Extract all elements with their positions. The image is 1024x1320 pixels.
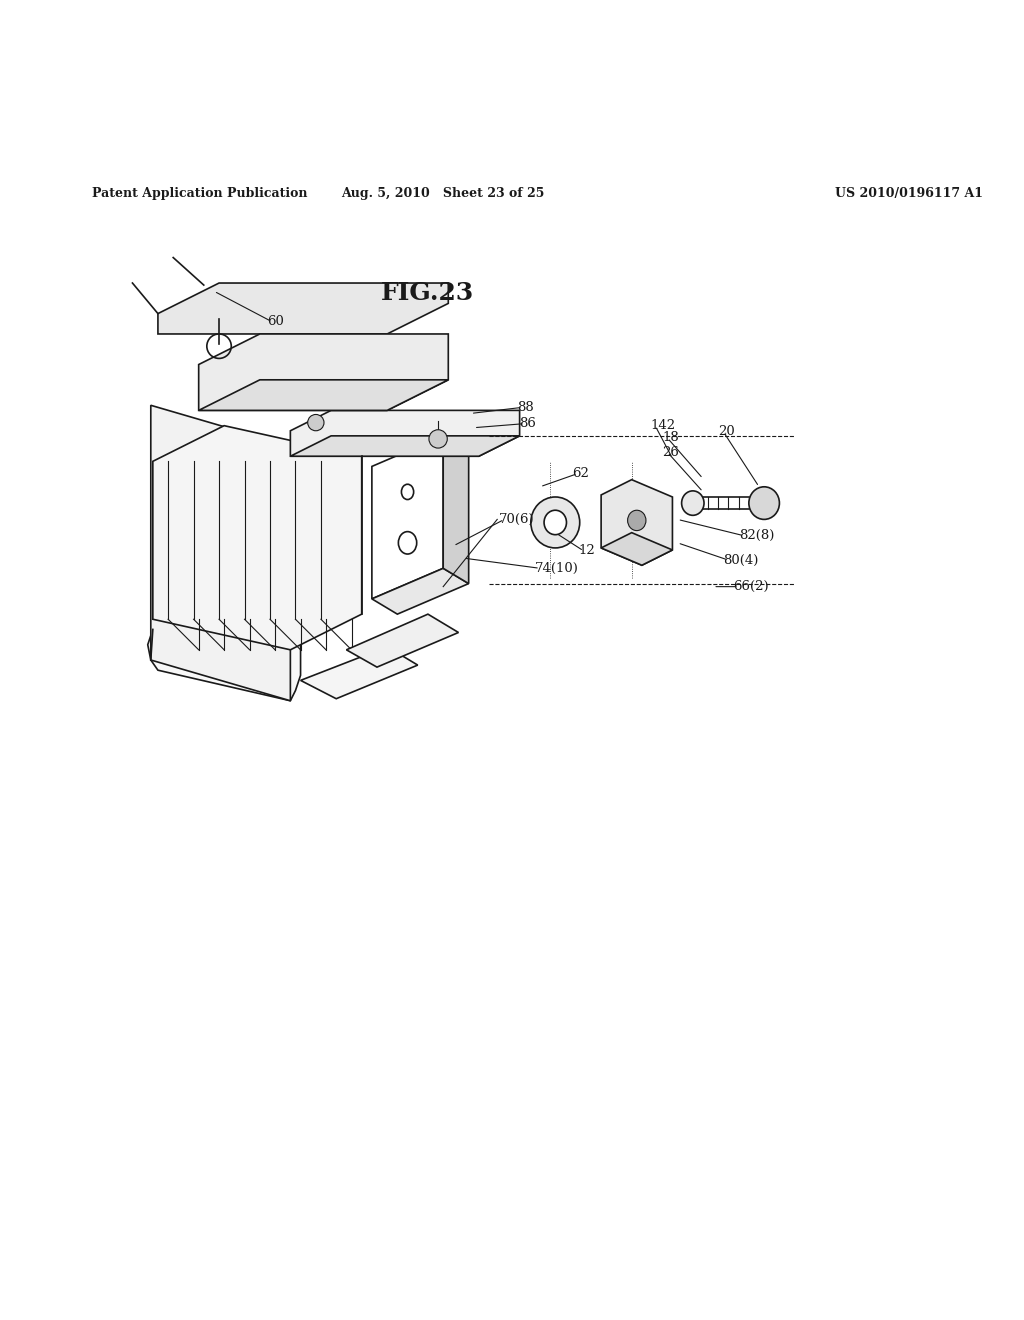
Polygon shape [158,282,449,334]
Ellipse shape [682,491,705,515]
Text: 142: 142 [650,420,675,432]
Polygon shape [601,533,673,565]
Circle shape [307,414,324,430]
Text: Aug. 5, 2010   Sheet 23 of 25: Aug. 5, 2010 Sheet 23 of 25 [342,187,545,199]
Text: FIG.23: FIG.23 [381,281,474,305]
Polygon shape [372,569,469,614]
Polygon shape [199,334,449,411]
Text: 12: 12 [579,544,595,557]
Text: 62: 62 [572,467,590,480]
Polygon shape [153,425,361,649]
Text: 18: 18 [663,432,679,445]
Text: 80(4): 80(4) [723,553,759,566]
Polygon shape [151,405,291,701]
Polygon shape [291,436,519,457]
Polygon shape [346,614,459,667]
Polygon shape [443,436,469,583]
Polygon shape [291,411,519,457]
Text: 74(10): 74(10) [535,562,579,574]
Ellipse shape [530,498,580,548]
Polygon shape [601,479,673,565]
Text: US 2010/0196117 A1: US 2010/0196117 A1 [836,187,983,199]
Text: 86: 86 [519,417,537,430]
Text: 88: 88 [517,401,535,414]
Polygon shape [147,446,301,701]
Text: 26: 26 [663,446,679,458]
Text: 66(2): 66(2) [733,581,769,593]
Text: 82(8): 82(8) [738,529,774,543]
Text: Patent Application Publication: Patent Application Publication [92,187,307,199]
Text: 70(6): 70(6) [500,513,535,525]
Polygon shape [199,380,449,411]
Ellipse shape [628,511,646,531]
Text: 60: 60 [267,315,284,329]
Text: 20: 20 [718,425,735,438]
Polygon shape [301,647,418,698]
Circle shape [429,430,447,447]
Ellipse shape [749,487,779,519]
Ellipse shape [544,511,566,535]
